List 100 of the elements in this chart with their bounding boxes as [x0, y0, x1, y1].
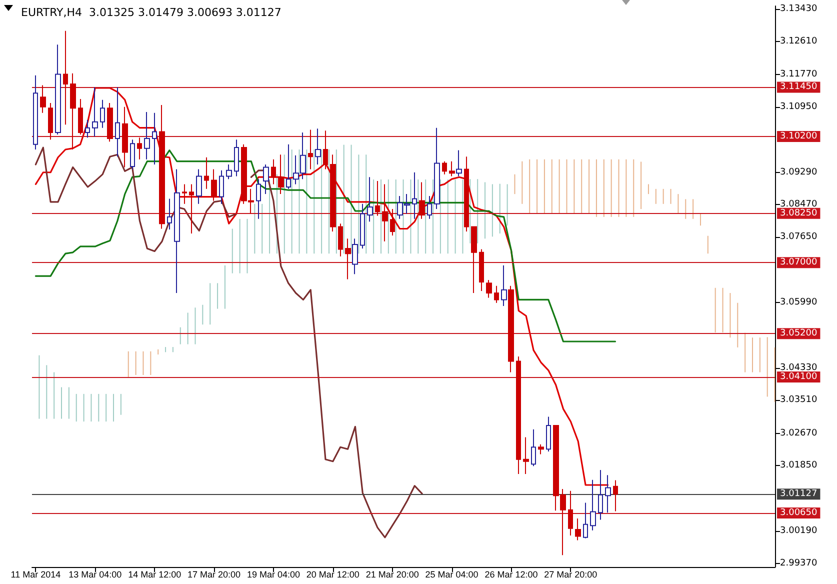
- candlestick: [360, 203, 365, 249]
- candlestick: [427, 196, 432, 220]
- candlestick: [70, 72, 76, 150]
- ref-line-label: 3.08250: [780, 208, 818, 218]
- y-tick-label: 3.05990: [780, 297, 818, 308]
- candlestick: [531, 428, 536, 467]
- y-tick-label: 3.03510: [780, 395, 818, 406]
- candlestick: [456, 150, 462, 177]
- y-tick-label: 3.11770: [780, 70, 818, 80]
- candlestick: [501, 264, 507, 307]
- candlestick: [204, 156, 209, 190]
- candlestick: [538, 444, 544, 455]
- candlestick: [308, 129, 313, 170]
- candlestick: [78, 98, 83, 136]
- line-series: [34, 87, 609, 486]
- candlestick: [256, 178, 261, 220]
- candlestick: [144, 112, 150, 160]
- candlestick: [137, 137, 142, 160]
- candlestick: [63, 30, 68, 126]
- ref-line-label: 3.00650: [780, 508, 818, 518]
- candlestick: [122, 106, 128, 168]
- candlestick: [516, 356, 521, 474]
- candlestick: [464, 156, 469, 232]
- candlestick: [508, 285, 514, 373]
- y-tick-label: 3.01850: [780, 460, 818, 471]
- candlestick: [40, 84, 46, 114]
- candlestick: [419, 182, 425, 220]
- candlestick: [390, 208, 395, 236]
- candlestick: [182, 184, 187, 204]
- line-series: [34, 149, 616, 342]
- candlestick: [323, 130, 328, 170]
- candlestick: [412, 172, 417, 220]
- ref-line-label: 3.05200: [780, 328, 818, 339]
- candlestick: [48, 102, 53, 140]
- candlestick: [130, 139, 135, 170]
- x-tick-label: 20 Mar 12:00: [306, 570, 360, 580]
- y-tick-label: 3.02670: [780, 428, 818, 438]
- y-tick-label: 3.09290: [780, 167, 818, 178]
- candlestick: [367, 176, 373, 222]
- candlestick: [442, 160, 447, 175]
- x-tick-label: 19 Mar 04:00: [246, 570, 300, 580]
- candlestick: [174, 168, 180, 294]
- candlestick: [167, 198, 172, 230]
- y-tick-label: 2.99370: [780, 558, 818, 568]
- y-tick-label: 3.10950: [780, 102, 818, 112]
- candlestick: [486, 279, 492, 298]
- candlestick: [115, 86, 120, 158]
- x-tick-label: 13 Mar 04:00: [68, 570, 122, 580]
- candlestick: [546, 416, 551, 452]
- candlestick: [568, 490, 573, 536]
- x-tick-label: 27 Mar 20:00: [544, 570, 598, 580]
- y-tick-label: 3.04330: [780, 362, 818, 373]
- y-tick-label: 3.08470: [780, 200, 818, 210]
- candlestick: [107, 102, 113, 142]
- x-tick-label: 26 Mar 12:00: [484, 570, 538, 580]
- x-tick-label: 21 Mar 20:00: [366, 570, 419, 580]
- candlestick: [330, 154, 336, 232]
- candlestick: [92, 86, 98, 137]
- ref-line-label: 3.10200: [780, 131, 818, 142]
- x-tick-label: 11 Mar 2014: [10, 570, 61, 580]
- candlestick: [575, 518, 581, 541]
- ref-line-label: 3.07000: [780, 258, 818, 268]
- candlestick: [211, 168, 217, 202]
- chart-title: EURTRY,H4 3.01325 3.01479 3.00693 3.01127: [21, 6, 282, 19]
- candlestick: [345, 238, 351, 280]
- candlestick: [583, 502, 588, 539]
- candlestick: [315, 128, 321, 165]
- candlestick: [33, 74, 38, 150]
- candlestick: [471, 226, 477, 294]
- x-tick-label: 17 Mar 20:00: [188, 570, 241, 580]
- x-tick-label: 25 Mar 04:00: [425, 570, 478, 580]
- candlestick: [352, 238, 358, 275]
- candlestick: [338, 223, 343, 257]
- candlestick: [598, 470, 603, 520]
- candlestick: [479, 248, 484, 292]
- candlestick: [590, 479, 596, 531]
- candlestick: [382, 184, 388, 242]
- candlestick: [100, 99, 105, 128]
- candlestick: [286, 144, 291, 190]
- candlestick: [234, 139, 239, 177]
- candlestick: [219, 170, 224, 204]
- candlestick: [271, 158, 276, 185]
- y-tick-label: 3.12610: [780, 36, 818, 46]
- candlestick: [375, 180, 380, 216]
- x-tick-label: 14 Mar 12:00: [128, 570, 182, 580]
- ref-line-label: 3.11450: [780, 82, 818, 92]
- candlestick: [449, 160, 455, 177]
- candlestick: [605, 474, 611, 514]
- y-tick-label: 3.00190: [780, 526, 818, 536]
- candlestick: [189, 184, 194, 234]
- y-tick-label: 3.13430: [780, 4, 818, 14]
- candlestick: [55, 44, 61, 136]
- y-tick-label: 3.07650: [780, 232, 818, 242]
- ref-line-label: 3.01127: [780, 489, 818, 500]
- ref-line-label: 3.04100: [780, 372, 818, 382]
- candlestick: [263, 164, 269, 195]
- candlestick: [494, 285, 499, 304]
- candlestick: [434, 127, 440, 210]
- candlestick: [159, 104, 165, 230]
- candlestick: [278, 154, 284, 195]
